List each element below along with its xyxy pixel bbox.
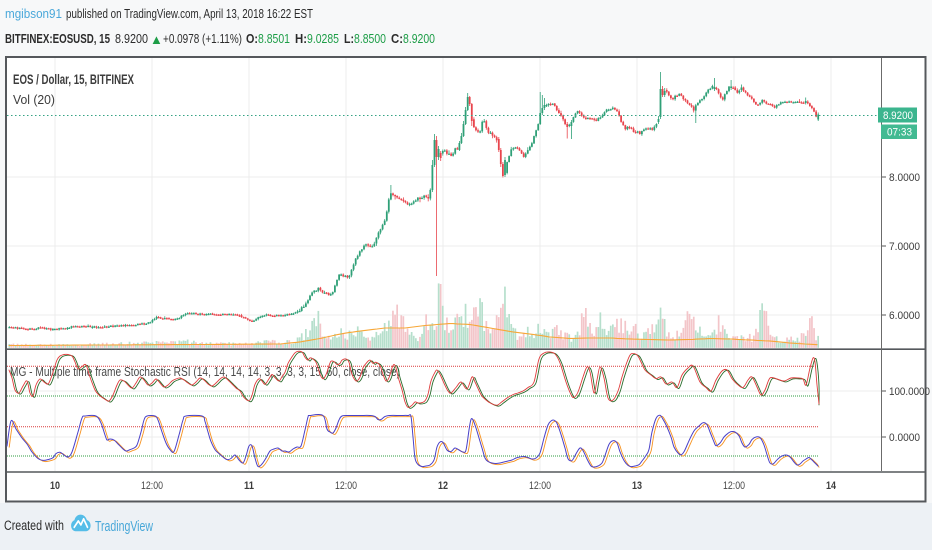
svg-text:11: 11 [244,480,254,492]
svg-text:BITFINEX:EOSUSD, 15: BITFINEX:EOSUSD, 15 [5,31,110,46]
svg-text:8.9200: 8.9200 [403,31,435,46]
svg-text:L:: L: [344,31,354,46]
svg-text:13: 13 [632,480,642,492]
svg-text:12: 12 [438,480,448,492]
svg-text:8.8500: 8.8500 [354,31,386,46]
svg-text:14: 14 [826,480,837,492]
svg-text:▲: ▲ [150,32,163,47]
svg-text:EOS / Dollar, 15, BITFINEX: EOS / Dollar, 15, BITFINEX [13,71,134,87]
svg-text:H:: H: [295,31,307,46]
svg-text:8.9200: 8.9200 [115,31,148,46]
svg-text:published on TradingView.com,: published on TradingView.com, April 13, … [66,6,313,21]
svg-text:7.0000: 7.0000 [889,241,920,253]
svg-text:12:00: 12:00 [141,480,163,492]
svg-text:Vol (20): Vol (20) [13,92,55,107]
svg-text:12:00: 12:00 [723,480,745,492]
svg-text:TradingView: TradingView [95,518,153,535]
svg-text:12:00: 12:00 [335,480,357,492]
svg-text:10: 10 [50,480,60,492]
svg-text:12:00: 12:00 [529,480,551,492]
svg-text:+0.0978 (+1.11%): +0.0978 (+1.11%) [163,31,242,46]
svg-text:mgibson91: mgibson91 [5,6,62,21]
svg-text:C:: C: [391,31,403,46]
svg-text:O:: O: [246,31,258,46]
svg-text:07:33: 07:33 [887,127,912,139]
svg-text:8.9200: 8.9200 [883,110,913,122]
svg-text:9.0285: 9.0285 [307,31,339,46]
svg-text:0.0000: 0.0000 [889,432,920,444]
svg-text:8.0000: 8.0000 [889,172,920,184]
svg-text:MG - Multiple time frame Stoch: MG - Multiple time frame Stochastic RSI … [10,365,400,379]
svg-text:6.0000: 6.0000 [889,310,920,322]
svg-text:Created with: Created with [4,518,64,533]
svg-text:100.0000: 100.0000 [889,386,930,398]
svg-text:8.8501: 8.8501 [258,31,290,46]
